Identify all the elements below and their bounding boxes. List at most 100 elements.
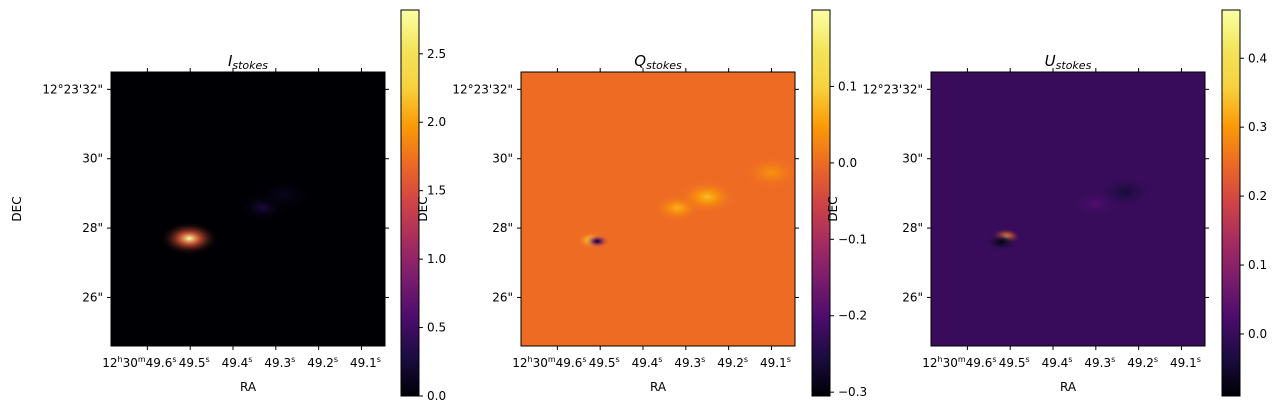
y-tick-label: 26" — [902, 290, 923, 304]
x-tick-label: 49.1s — [760, 355, 791, 370]
ra-seconds-unit: s — [377, 355, 381, 364]
panel-title: Istokes — [228, 52, 268, 72]
colorbar — [1221, 9, 1241, 397]
y-tick-label: 28" — [902, 221, 923, 235]
colorbar-tick-label: 2.5 — [427, 47, 446, 61]
x-tick-label: 49.1s — [1170, 355, 1201, 370]
x-tick-label: 12h30m49.6s — [922, 355, 996, 370]
ra-minutes: 30 — [123, 356, 138, 370]
ra-seconds-unit: s — [582, 355, 586, 364]
colorbar-tick-label: 0.1 — [838, 79, 857, 93]
x-tick-label: 49.4s — [632, 355, 663, 370]
emission-feature — [585, 234, 610, 249]
x-tick-label: 49.4s — [1042, 355, 1073, 370]
ra-seconds-unit: s — [744, 355, 748, 364]
colorbar-tick-label: 1.0 — [427, 252, 446, 266]
colorbar-tick-label: −0.1 — [838, 232, 867, 246]
axes-frame — [110, 71, 386, 347]
x-tick-label: 49.1s — [350, 355, 381, 370]
colorbar-tick-label: 0.3 — [1248, 120, 1267, 134]
ra-minutes-unit: m — [138, 355, 146, 364]
ra-seconds: 49.2 — [1127, 356, 1154, 370]
emission-feature — [742, 155, 795, 190]
colorbar-tick-label: 0.4 — [1248, 51, 1267, 65]
x-tick-label: 49.3s — [264, 355, 295, 370]
colorbar-tick-label: 0.2 — [1248, 189, 1267, 203]
ra-seconds-unit: s — [701, 355, 705, 364]
x-tick-label: 49.5s — [179, 355, 210, 370]
ra-seconds-unit: s — [1154, 355, 1158, 364]
x-axis-label: RA — [240, 380, 257, 394]
ra-seconds: 49.3 — [1084, 356, 1111, 370]
x-tick-label: 49.5s — [999, 355, 1030, 370]
ra-seconds: 49.6 — [966, 356, 993, 370]
ra-seconds: 49.3 — [674, 356, 701, 370]
colorbar-tick-label: 0.1 — [1248, 258, 1267, 272]
panel-title: Qstokes — [634, 52, 682, 72]
y-tick-label: 26" — [492, 290, 513, 304]
title-main: U — [1045, 52, 1056, 70]
x-tick-label: 49.2s — [307, 355, 338, 370]
ra-seconds: 49.1 — [760, 356, 787, 370]
ra-seconds: 49.6 — [556, 356, 583, 370]
ra-seconds: 49.3 — [264, 356, 291, 370]
ra-seconds: 49.4 — [632, 356, 659, 370]
ra-seconds-unit: s — [1111, 355, 1115, 364]
emission-feature — [1096, 175, 1155, 209]
ra-minutes-unit: m — [958, 355, 966, 364]
ra-seconds: 49.2 — [307, 356, 334, 370]
ra-seconds: 49.4 — [1042, 356, 1069, 370]
colorbar-tick-label: 2.0 — [427, 115, 446, 129]
y-tick-label: 30" — [492, 152, 513, 166]
emission-feature — [678, 180, 737, 214]
ra-seconds: 49.6 — [146, 356, 173, 370]
title-main: I — [228, 52, 233, 70]
ra-seconds-unit: s — [291, 355, 295, 364]
y-tick-label: 28" — [492, 221, 513, 235]
colorbar-tick-label: 0.5 — [427, 321, 446, 335]
image-background — [931, 72, 1205, 346]
x-axis-label: RA — [1060, 380, 1077, 394]
ra-minutes-unit: m — [548, 355, 556, 364]
colorbar-tick-label: −0.2 — [838, 309, 867, 323]
colorbar-tick-label: −0.3 — [838, 385, 867, 399]
y-tick-label: 12°23'32" — [452, 82, 513, 96]
stokes-i-panel: 12h30m49.6s 49.5s 49.4s 49.3s 49.2s 49.1s12°2… — [10, 9, 446, 403]
emission-feature — [984, 232, 1019, 252]
ra-seconds-unit: s — [1197, 355, 1201, 364]
title-subscript: stokes — [232, 59, 268, 72]
panel-title: Ustokes — [1045, 52, 1092, 72]
x-tick-label: 49.3s — [1084, 355, 1115, 370]
ra-seconds-unit: s — [787, 355, 791, 364]
x-axis-label: RA — [650, 380, 667, 394]
ra-seconds-unit: s — [1068, 355, 1072, 364]
ra-seconds: 49.5 — [999, 356, 1026, 370]
ra-minutes: 30 — [533, 356, 548, 370]
ra-seconds-unit: s — [205, 355, 209, 364]
y-tick-label: 30" — [82, 152, 103, 166]
ra-hours: 12 — [512, 356, 527, 370]
y-axis-label: DEC — [416, 196, 430, 221]
colorbar-tick-label: 0.0 — [1248, 327, 1267, 341]
stokes-q-panel: 12h30m49.6s 49.5s 49.4s 49.3s 49.2s 49.1s12°2… — [416, 9, 867, 399]
ra-seconds-unit: s — [248, 355, 252, 364]
y-tick-label: 30" — [902, 152, 923, 166]
x-tick-label: 49.5s — [589, 355, 620, 370]
colorbar — [400, 9, 420, 397]
title-subscript: stokes — [646, 59, 682, 72]
y-tick-label: 12°23'32" — [42, 82, 103, 96]
ra-seconds: 49.4 — [222, 356, 249, 370]
ra-seconds-unit: s — [172, 355, 176, 364]
emission-feature — [160, 221, 219, 256]
y-tick-label: 28" — [82, 221, 103, 235]
x-tick-label: 12h30m49.6s — [102, 355, 176, 370]
colorbar-tick-label: 0.0 — [427, 389, 446, 403]
ra-minutes: 30 — [943, 356, 958, 370]
y-axis-label: DEC — [826, 196, 840, 221]
colorbar-tick-label: 0.0 — [838, 156, 857, 170]
axes-frame — [520, 71, 796, 347]
ra-hours: 12 — [102, 356, 117, 370]
ra-seconds-unit: s — [658, 355, 662, 364]
x-tick-label: 49.2s — [1127, 355, 1158, 370]
